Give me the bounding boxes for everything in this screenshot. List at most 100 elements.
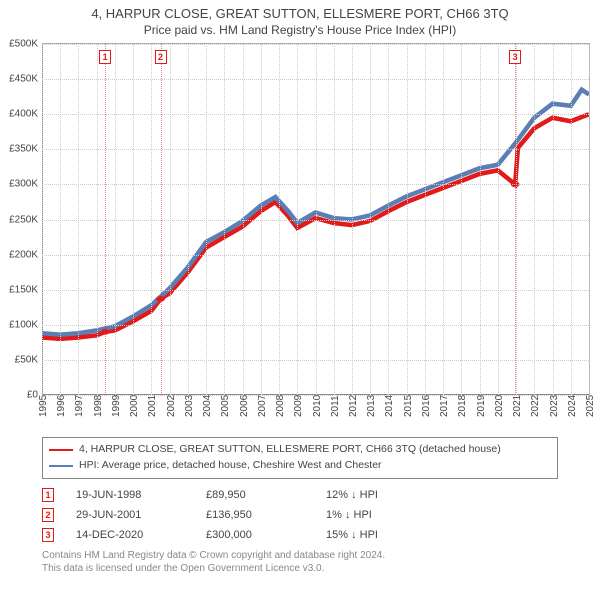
event-date: 19-JUN-1998	[76, 489, 206, 501]
marker-box: 2	[155, 50, 167, 64]
gridline-v	[498, 44, 499, 395]
event-price: £89,950	[206, 489, 326, 501]
x-tick-label: 2015	[403, 395, 414, 417]
x-tick-label: 2023	[549, 395, 560, 417]
y-tick-label: £50K	[15, 354, 42, 365]
x-tick-label: 1997	[74, 395, 85, 417]
gridline-v	[78, 44, 79, 395]
gridline-v	[461, 44, 462, 395]
event-date: 29-JUN-2001	[76, 509, 206, 521]
x-tick-label: 2016	[421, 395, 432, 417]
y-tick-label: £100K	[9, 319, 42, 330]
legend-item: HPI: Average price, detached house, Ches…	[49, 458, 551, 474]
x-tick-label: 2012	[348, 395, 359, 417]
x-tick-label: 2013	[366, 395, 377, 417]
gridline-v	[553, 44, 554, 395]
x-tick-label: 1996	[56, 395, 67, 417]
footer-attribution: Contains HM Land Registry data © Crown c…	[42, 549, 558, 575]
legend-label: 4, HARPUR CLOSE, GREAT SUTTON, ELLESMERE…	[79, 442, 501, 458]
event-marker-icon: 1	[42, 488, 54, 502]
x-tick-label: 2006	[239, 395, 250, 417]
marker-line	[161, 44, 162, 395]
gridline-v	[407, 44, 408, 395]
gridline-v	[352, 44, 353, 395]
y-tick-label: £250K	[9, 214, 42, 225]
x-tick-label: 2018	[457, 395, 468, 417]
y-tick-label: £450K	[9, 74, 42, 85]
event-delta: 15% ↓ HPI	[326, 529, 378, 541]
event-marker-icon: 3	[42, 528, 54, 542]
y-tick-label: £150K	[9, 284, 42, 295]
gridline-v	[42, 44, 43, 395]
x-tick-label: 2007	[257, 395, 268, 417]
legend-label: HPI: Average price, detached house, Ches…	[79, 458, 382, 474]
x-tick-label: 2008	[275, 395, 286, 417]
x-tick-label: 2003	[184, 395, 195, 417]
gridline-v	[334, 44, 335, 395]
x-tick-label: 2020	[494, 395, 505, 417]
chart-area: £0£50K£100K£150K£200K£250K£300K£350K£400…	[42, 43, 590, 423]
events-table: 1 19-JUN-1998 £89,950 12% ↓ HPI 2 29-JUN…	[42, 485, 558, 545]
gridline-v	[516, 44, 517, 395]
y-tick-label: £300K	[9, 179, 42, 190]
gridline-v	[133, 44, 134, 395]
x-tick-label: 2014	[384, 395, 395, 417]
event-marker-icon: 2	[42, 508, 54, 522]
legend-item: 4, HARPUR CLOSE, GREAT SUTTON, ELLESMERE…	[49, 442, 551, 458]
legend: 4, HARPUR CLOSE, GREAT SUTTON, ELLESMERE…	[42, 437, 558, 479]
gridline-v	[370, 44, 371, 395]
gridline-v	[388, 44, 389, 395]
event-delta: 12% ↓ HPI	[326, 489, 378, 501]
gridline-v	[480, 44, 481, 395]
gridline-v	[224, 44, 225, 395]
gridline-v	[534, 44, 535, 395]
gridline-v	[151, 44, 152, 395]
gridline-v	[316, 44, 317, 395]
legend-swatch	[49, 449, 73, 451]
gridline-v	[571, 44, 572, 395]
gridline-v	[261, 44, 262, 395]
page-subtitle: Price paid vs. HM Land Registry's House …	[0, 21, 600, 43]
marker-line	[515, 44, 516, 395]
event-delta: 1% ↓ HPI	[326, 509, 372, 521]
x-tick-label: 2025	[585, 395, 596, 417]
x-tick-label: 2017	[439, 395, 450, 417]
y-tick-label: £200K	[9, 249, 42, 260]
event-price: £136,950	[206, 509, 326, 521]
gridline-v	[279, 44, 280, 395]
x-tick-label: 1999	[111, 395, 122, 417]
gridline-v	[297, 44, 298, 395]
gridline-v	[589, 44, 590, 395]
event-row: 2 29-JUN-2001 £136,950 1% ↓ HPI	[42, 505, 558, 525]
x-tick-label: 1995	[38, 395, 49, 417]
x-tick-label: 2024	[567, 395, 578, 417]
footer-line: Contains HM Land Registry data © Crown c…	[42, 549, 558, 562]
gridline-v	[115, 44, 116, 395]
gridline-v	[97, 44, 98, 395]
gridline-v	[206, 44, 207, 395]
x-tick-label: 2021	[512, 395, 523, 417]
legend-swatch	[49, 465, 73, 467]
x-tick-label: 2002	[166, 395, 177, 417]
plot-region: £0£50K£100K£150K£200K£250K£300K£350K£400…	[42, 43, 590, 395]
x-tick-label: 2011	[330, 395, 341, 417]
x-tick-label: 2022	[530, 395, 541, 417]
footer-line: This data is licensed under the Open Gov…	[42, 562, 558, 575]
x-tick-label: 2009	[293, 395, 304, 417]
marker-box: 1	[99, 50, 111, 64]
x-tick-label: 2001	[147, 395, 158, 417]
gridline-v	[60, 44, 61, 395]
gridline-v	[170, 44, 171, 395]
gridline-v	[188, 44, 189, 395]
gridline-v	[443, 44, 444, 395]
x-tick-label: 2004	[202, 395, 213, 417]
y-tick-label: £350K	[9, 144, 42, 155]
page-title: 4, HARPUR CLOSE, GREAT SUTTON, ELLESMERE…	[0, 0, 600, 21]
x-tick-label: 2019	[476, 395, 487, 417]
x-tick-label: 2005	[220, 395, 231, 417]
y-tick-label: £400K	[9, 109, 42, 120]
event-row: 1 19-JUN-1998 £89,950 12% ↓ HPI	[42, 485, 558, 505]
event-row: 3 14-DEC-2020 £300,000 15% ↓ HPI	[42, 525, 558, 545]
marker-box: 3	[509, 50, 521, 64]
y-tick-label: £500K	[9, 39, 42, 50]
